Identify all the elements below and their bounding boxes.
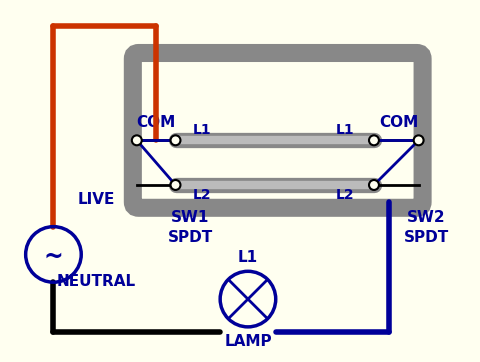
Text: LIVE: LIVE [77, 192, 115, 207]
Text: NEUTRAL: NEUTRAL [57, 274, 135, 289]
Circle shape [170, 180, 180, 190]
Text: L1: L1 [238, 250, 257, 265]
Text: SPDT: SPDT [168, 230, 213, 245]
Text: L2: L2 [335, 188, 353, 202]
Text: SW1: SW1 [171, 210, 209, 225]
Text: L1: L1 [335, 123, 353, 138]
Circle shape [368, 180, 378, 190]
Text: ~: ~ [44, 244, 63, 268]
Text: COM: COM [136, 115, 175, 130]
Text: SPDT: SPDT [403, 230, 448, 245]
Text: L1: L1 [192, 123, 211, 138]
FancyBboxPatch shape [132, 53, 422, 208]
Circle shape [132, 135, 142, 145]
Circle shape [413, 135, 423, 145]
Text: COM: COM [378, 115, 418, 130]
Text: SW2: SW2 [407, 210, 445, 225]
Circle shape [368, 135, 378, 145]
Circle shape [170, 135, 180, 145]
Text: LAMP: LAMP [224, 334, 271, 349]
Text: L2: L2 [192, 188, 211, 202]
